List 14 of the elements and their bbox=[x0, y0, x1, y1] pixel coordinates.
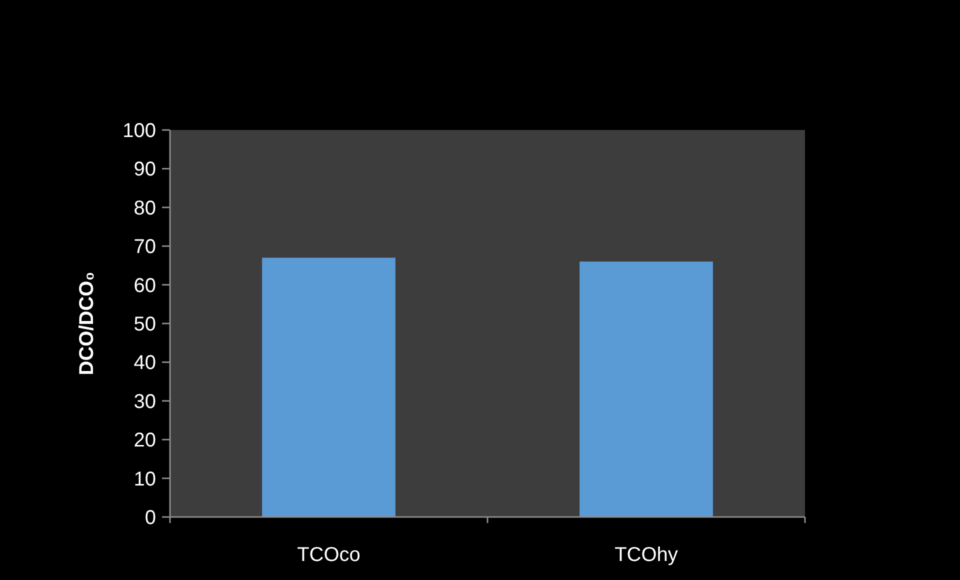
y-tick-label: 40 bbox=[134, 352, 156, 374]
x-tick-label: TCOhy bbox=[614, 544, 678, 566]
y-tick-label: 60 bbox=[134, 274, 156, 297]
y-tick-label: 90 bbox=[134, 158, 156, 181]
y-tick-label: 0 bbox=[144, 507, 156, 529]
y-tick-label: 30 bbox=[134, 390, 156, 413]
y-axis-title: DCO/DCO₀ bbox=[76, 272, 98, 376]
y-tick-label: 20 bbox=[134, 430, 156, 452]
y-tick-label: 80 bbox=[134, 197, 156, 220]
x-tick-label: TCOco bbox=[297, 544, 360, 566]
y-tick-label: 50 bbox=[134, 314, 156, 336]
y-tick-label: 70 bbox=[134, 236, 156, 258]
y-tick-label: 10 bbox=[134, 468, 156, 490]
y-tick-label: 100 bbox=[122, 120, 156, 142]
